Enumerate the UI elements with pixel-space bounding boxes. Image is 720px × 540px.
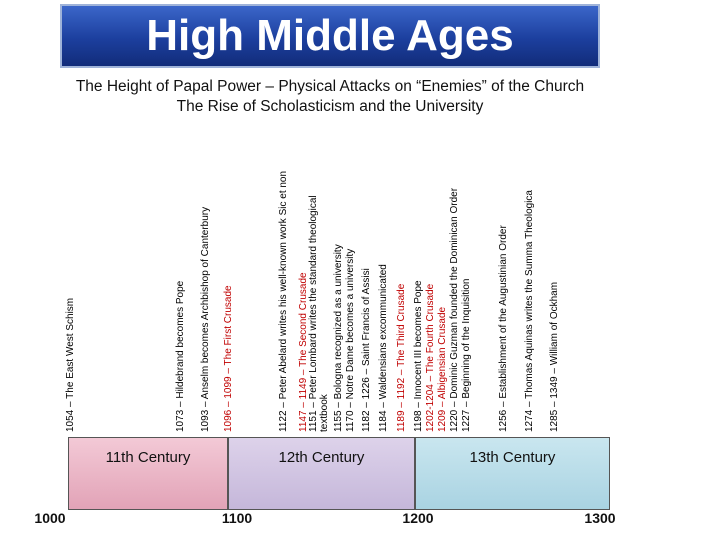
year-label: 1100 <box>221 510 253 526</box>
century-box: 12th Century <box>228 437 415 510</box>
year-label: 1200 <box>402 510 434 526</box>
subtitle: The Rise of Scholasticism and the Univer… <box>176 98 484 115</box>
event-label: 1096 – 1099 – The First Crusade <box>223 285 234 432</box>
event-label: 1155 – Bologna recognized as a universit… <box>333 244 344 432</box>
century-box: 13th Century <box>415 437 610 510</box>
event-label: 1227 – Beginning of the Inquisition <box>461 278 472 432</box>
year-label: 1300 <box>584 510 616 526</box>
event-label: 1274 – Thomas Aquinas writes the Summa T… <box>524 190 535 432</box>
year-label: 1000 <box>34 510 66 526</box>
event-label: 1073 – Hildebrand becomes Pope <box>175 280 186 432</box>
event-label: 1285 – 1349 – William of Ockham <box>549 281 560 432</box>
event-label: 1184 – Waldensians excommunicated <box>378 264 389 432</box>
event-label: 1198 – Innocent III becomes Pope <box>413 280 424 432</box>
event-label: 1151 – Peter Lombard writes the standard… <box>308 195 330 432</box>
event-label: 1182 – 1226 – Saint Francis of Assisi <box>361 268 372 432</box>
event-label: 1189 – 1192 – The Third Crusade <box>396 283 407 432</box>
event-label: 1209 – Albigensian Crusade <box>437 306 448 432</box>
title: High Middle Ages <box>60 4 600 68</box>
event-label: 1054 – The East West Schism <box>65 297 76 432</box>
event-label: 1256 – Establishment of the Augustinian … <box>498 225 509 432</box>
subtitle: The Height of Papal Power – Physical Att… <box>75 78 585 95</box>
event-label: 1202-1204 – The Fourth Crusade <box>425 283 436 432</box>
event-label: 1122 – Peter Abelard writes his well-kno… <box>278 170 289 432</box>
event-label: 1093 – Anselm becomes Archbishop of Cant… <box>200 206 211 432</box>
event-label: 1170 – Notre Dame becomes a university <box>345 248 356 432</box>
century-box: 11th Century <box>68 437 228 510</box>
event-label: 1220 – Dominic Guzman founded the Domini… <box>449 187 460 432</box>
